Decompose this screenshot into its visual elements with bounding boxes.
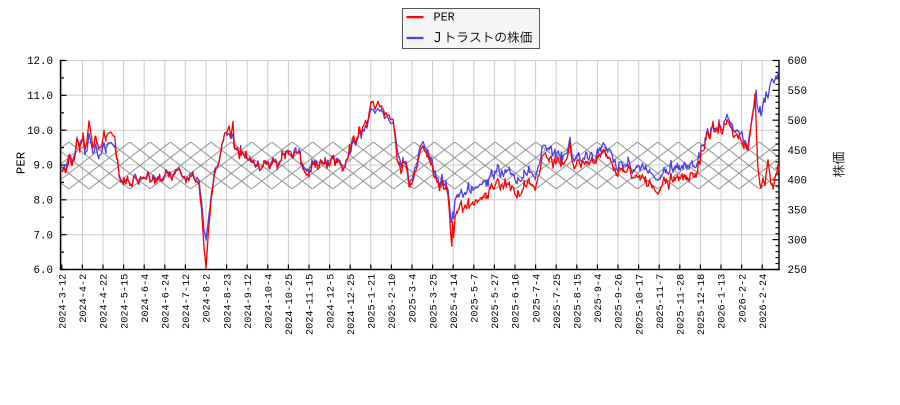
- svg-text:2025-7-4: 2025-7-4: [532, 274, 543, 323]
- svg-text:2024-5-15: 2024-5-15: [120, 274, 131, 329]
- svg-text:2025-9-26: 2025-9-26: [615, 274, 626, 329]
- svg-text:2025-7-25: 2025-7-25: [553, 274, 564, 329]
- svg-text:2024-6-24: 2024-6-24: [162, 274, 173, 329]
- svg-text:7.0: 7.0: [34, 230, 53, 242]
- svg-text:PER: PER: [15, 151, 29, 174]
- svg-text:2025-10-17: 2025-10-17: [635, 274, 646, 335]
- svg-text:2024-3-12: 2024-3-12: [59, 274, 70, 329]
- svg-text:11.0: 11.0: [27, 91, 53, 103]
- svg-text:2024-8-2: 2024-8-2: [203, 274, 214, 323]
- svg-text:2026-2-24: 2026-2-24: [759, 274, 770, 329]
- svg-text:2025-1-21: 2025-1-21: [368, 274, 379, 329]
- svg-text:400: 400: [788, 176, 807, 188]
- svg-text:9.0: 9.0: [34, 161, 53, 173]
- svg-text:PER: PER: [434, 11, 455, 25]
- svg-text:450: 450: [788, 146, 807, 158]
- svg-text:2024-8-23: 2024-8-23: [223, 274, 234, 329]
- svg-text:2025-3-25: 2025-3-25: [429, 274, 440, 329]
- svg-text:2024-4-2: 2024-4-2: [79, 274, 90, 323]
- svg-text:2025-3-4: 2025-3-4: [409, 274, 420, 323]
- svg-text:2026-2-2: 2026-2-2: [738, 274, 749, 323]
- svg-text:2024-9-12: 2024-9-12: [244, 274, 255, 329]
- svg-text:2025-5-27: 2025-5-27: [491, 274, 502, 329]
- svg-text:8.0: 8.0: [34, 196, 53, 208]
- svg-text:2025-6-16: 2025-6-16: [512, 274, 523, 329]
- svg-text:2025-8-15: 2025-8-15: [574, 274, 585, 329]
- svg-text:500: 500: [788, 116, 807, 128]
- svg-text:2025-5-7: 2025-5-7: [471, 274, 482, 323]
- svg-text:550: 550: [788, 86, 807, 98]
- svg-text:2025-11-28: 2025-11-28: [677, 274, 688, 335]
- svg-text:2024-10-25: 2024-10-25: [285, 274, 296, 335]
- svg-text:2024-11-15: 2024-11-15: [306, 274, 317, 335]
- svg-text:300: 300: [788, 235, 807, 247]
- svg-text:600: 600: [788, 56, 807, 68]
- svg-text:2024-12-5: 2024-12-5: [326, 274, 337, 329]
- svg-text:2024-10-4: 2024-10-4: [265, 274, 276, 329]
- svg-text:10.0: 10.0: [27, 126, 53, 138]
- svg-text:2024-6-4: 2024-6-4: [141, 274, 152, 323]
- svg-text:2025-11-7: 2025-11-7: [656, 274, 667, 329]
- svg-text:250: 250: [788, 265, 807, 277]
- svg-text:350: 350: [788, 206, 807, 218]
- svg-text:2024-12-25: 2024-12-25: [347, 274, 358, 335]
- svg-text:2026-1-13: 2026-1-13: [718, 274, 729, 329]
- svg-text:6.0: 6.0: [34, 265, 53, 277]
- svg-text:2025-9-4: 2025-9-4: [594, 274, 605, 323]
- svg-text:2024-7-12: 2024-7-12: [182, 274, 193, 329]
- svg-text:2025-12-18: 2025-12-18: [697, 274, 708, 335]
- svg-text:12.0: 12.0: [27, 56, 53, 68]
- svg-text:2025-2-10: 2025-2-10: [388, 274, 399, 329]
- svg-text:2024-4-22: 2024-4-22: [100, 274, 111, 329]
- svg-text:2025-4-14: 2025-4-14: [450, 274, 461, 329]
